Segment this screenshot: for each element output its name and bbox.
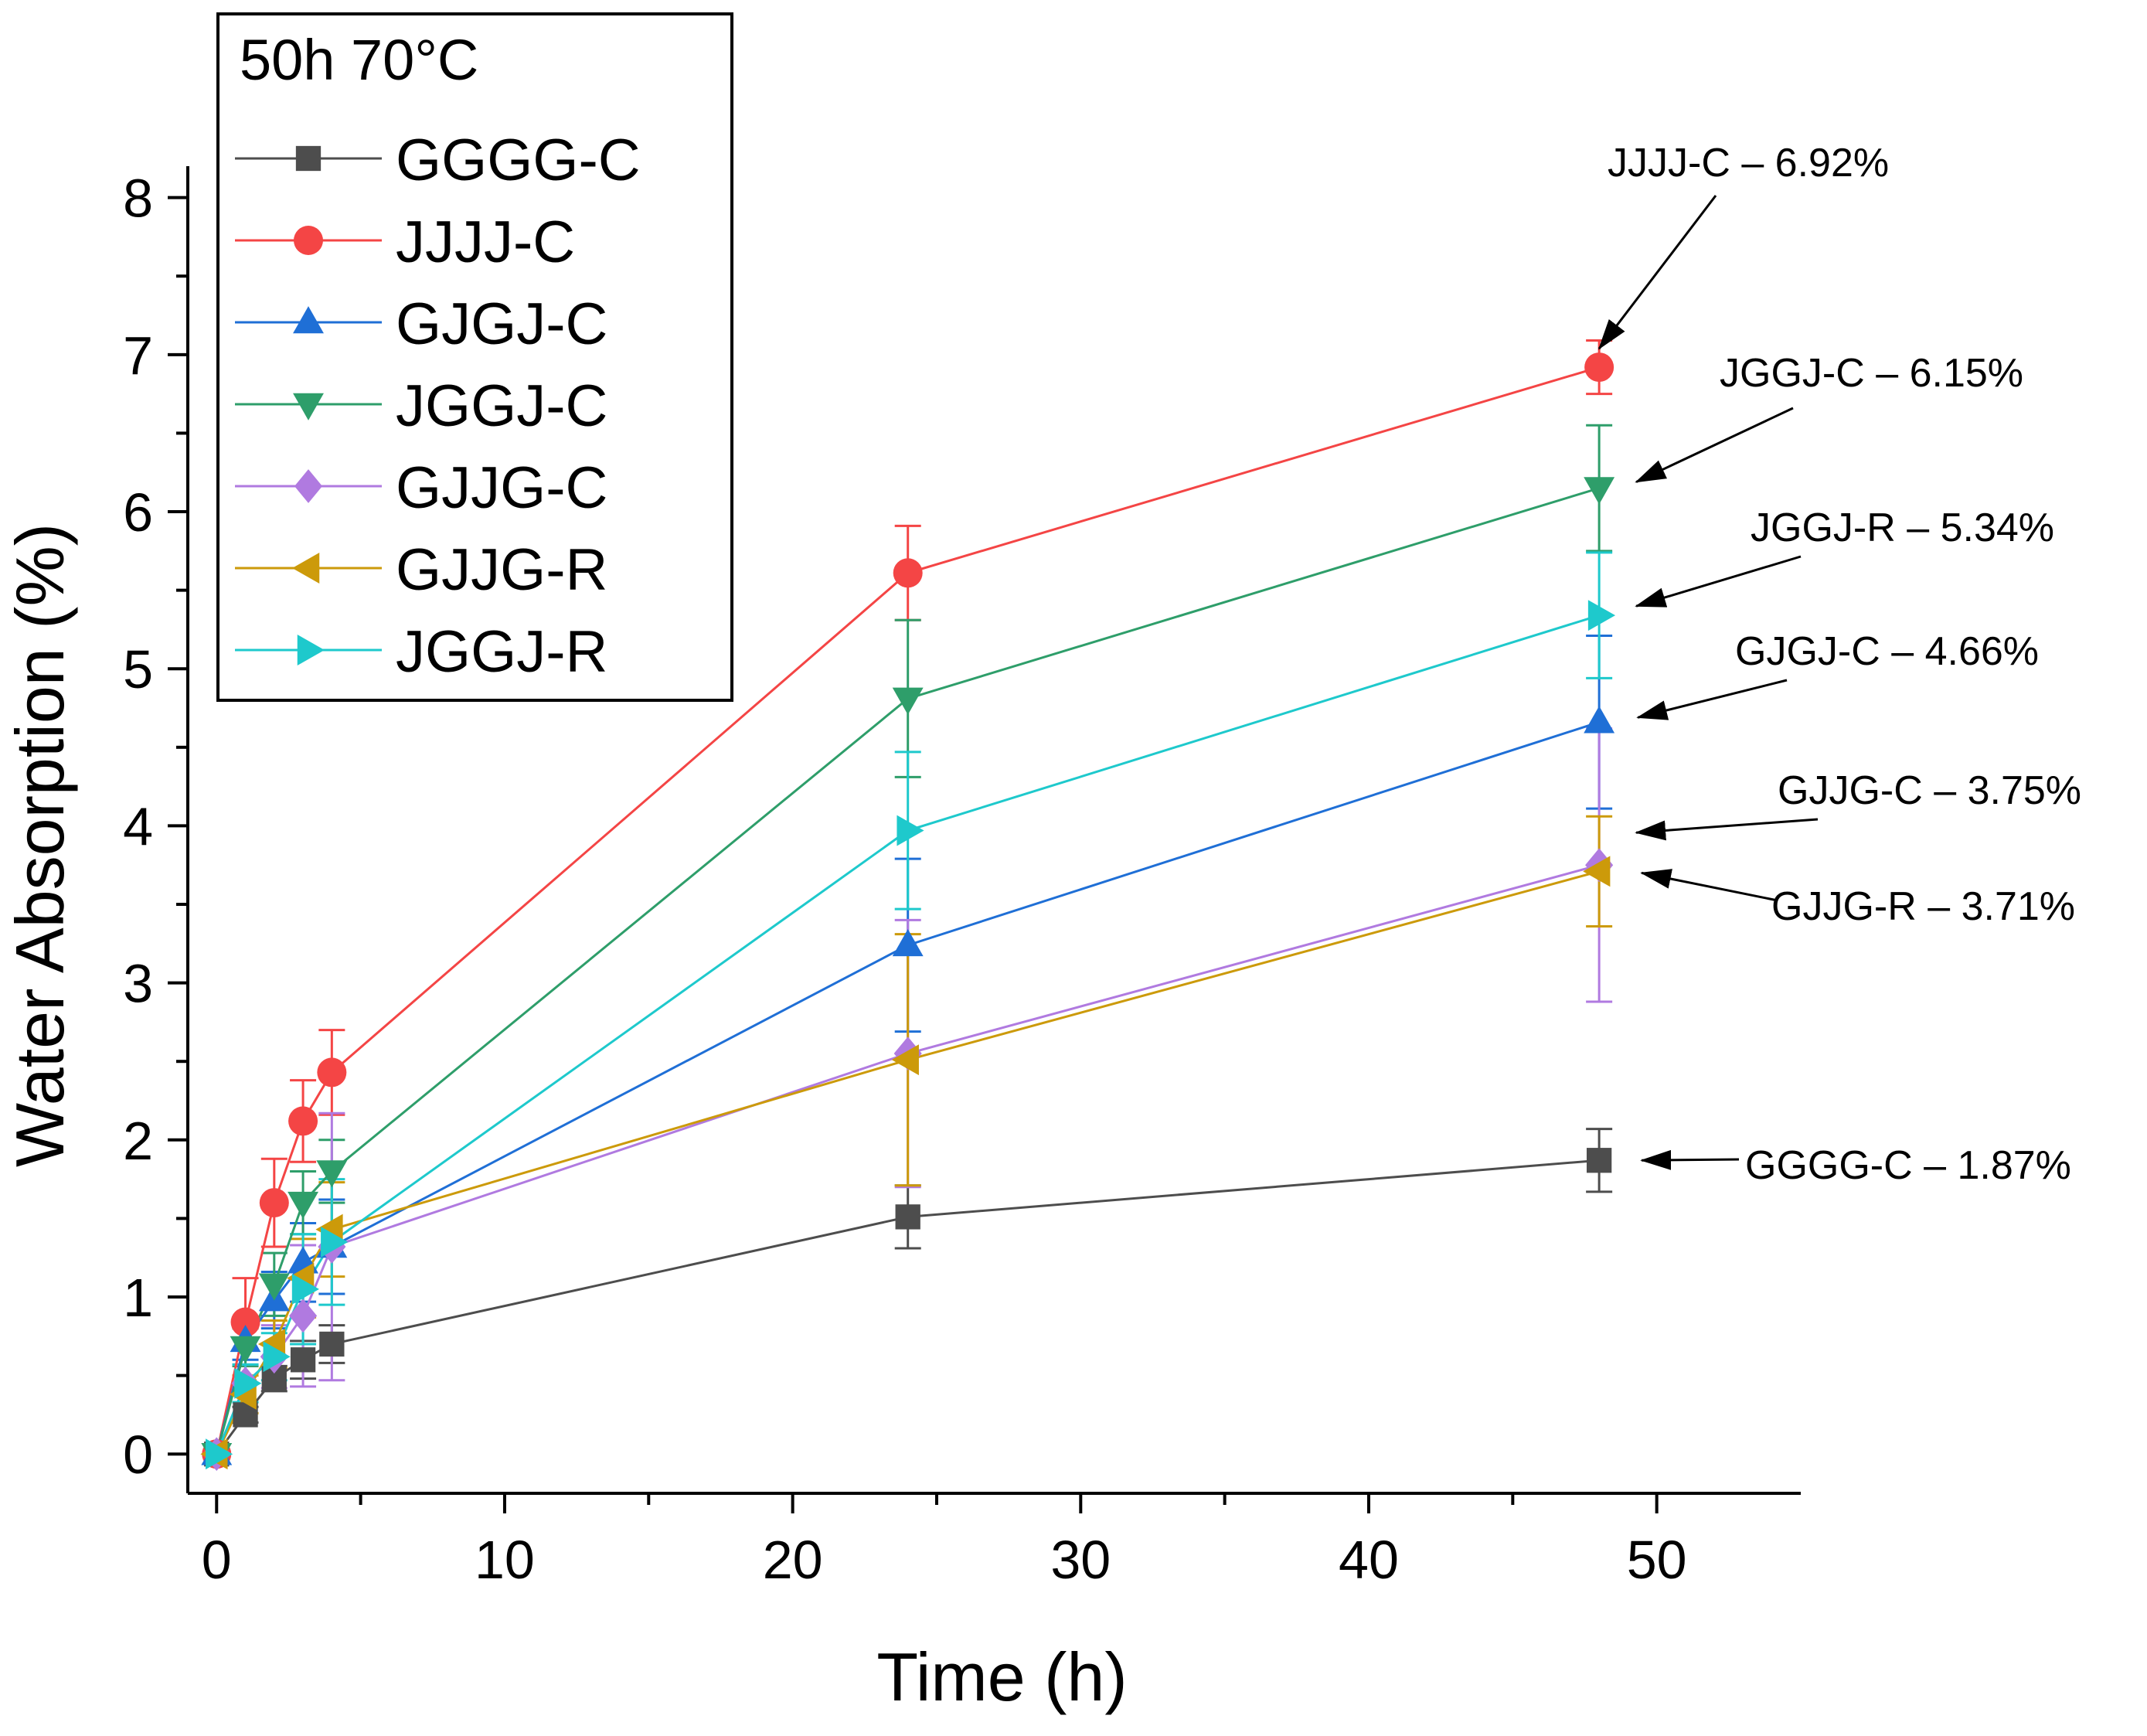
data-point-jggj-c [258,1273,290,1301]
data-point-gjgj-c [1584,706,1615,734]
legend-label: JJJJ-C [396,209,575,275]
annotation-jggj-r: JGGJ-R – 5.34% [1635,505,2054,608]
data-point-jggj-r [234,1367,262,1399]
annotation-jggj-c: JGGJ-C – 6.15% [1635,351,2023,483]
data-point-jjjj-c [317,1057,347,1088]
legend-label: GJJG-C [396,455,607,521]
legend-label: JGGJ-R [396,619,607,685]
annotation-label: JGGJ-C – 6.15% [1720,351,2023,396]
data-point-jggj-r [263,1341,291,1373]
data-point-gjjg-r [891,1044,919,1076]
legend-item-gggg-c: GGGG-C [235,128,641,193]
data-point-jggj-c [288,1191,319,1219]
y-tick-label: 3 [123,954,153,1014]
x-axis-title: Time (h) [876,1639,1127,1715]
annotation-arrow [1635,818,1819,841]
legend-marker [294,469,323,503]
data-point-jggj-c [316,1160,348,1188]
y-tick-label: 4 [123,796,153,856]
data-point-gggg-c [290,1347,316,1373]
legend-item-jggj-r: JGGJ-R [235,619,607,685]
legend-title: 50h 70°C [240,28,478,92]
annotation-label: GJGJ-C – 4.66% [1735,629,2039,674]
data-point-jggj-r [897,815,924,846]
y-tick-label: 2 [123,1111,153,1171]
annotation-jjjj-c: JJJJ-C – 6.92% [1597,141,1889,350]
data-point-jjjj-c [259,1188,289,1218]
legend-marker [295,145,322,172]
data-point-jggj-r [321,1226,349,1258]
annotation-label: JGGJ-R – 5.34% [1751,505,2054,550]
data-point-jggj-r [291,1273,319,1305]
x-tick-label: 30 [1050,1530,1111,1590]
x-tick-label: 50 [1627,1530,1687,1590]
annotation-arrow [1597,195,1717,350]
data-point-gggg-c [1586,1148,1612,1173]
annotation-label: GGGG-C – 1.87% [1745,1143,2071,1188]
annotation-label: JJJJ-C – 6.92% [1608,141,1889,186]
data-point-gjjg-r [1583,856,1611,887]
axes: 0 10 20 30 40 50 0 1 2 3 4 5 6 7 8 Time (h) Water Absorp… [2,166,1801,1715]
annotation-label: GJJG-C – 3.75% [1778,768,2081,813]
data-point-gggg-c [895,1204,920,1230]
legend-marker [293,393,324,420]
annotation-layer: JJJJ-C – 6.92% JGGJ-C – 6.15% JGGJ-R – 5.3… [1597,141,2081,1188]
legend: 50h 70°C GGGG-C JJJJ-C GJGJ-C JGGJ-C GJJG-C GJ… [216,12,733,702]
y-axis-title: Water Absorption (%) [2,523,78,1167]
annotation-arrow [1635,555,1802,608]
annotation-gjgj-c: GJGJ-C – 4.66% [1636,629,2039,720]
data-point-jggj-c [892,687,924,715]
x-tick-label: 10 [475,1530,535,1590]
legend-item-gjjg-r: GJJG-R [235,537,607,603]
legend-box [216,12,733,702]
data-point-jggj-c [230,1336,261,1363]
annotation-gjjg-r: GJJG-R – 3.71% [1640,869,2075,929]
legend-marker [292,553,320,584]
annotation-arrow [1635,407,1794,483]
data-point-gggg-c [319,1331,345,1357]
data-point-jjjj-c [288,1106,318,1136]
data-point-gjjg-c [289,1299,318,1333]
data-point-gjgj-c [892,928,924,957]
annotation-label: GJJG-R – 3.71% [1771,884,2075,929]
y-tick-label: 5 [123,639,153,700]
data-point-jggj-c [1584,477,1615,505]
y-tick-label: 8 [123,168,153,229]
y-tick-label: 0 [123,1425,153,1485]
legend-item-gjjg-c: GJJG-C [235,455,607,521]
legend-label: GGGG-C [396,128,641,193]
legend-marker [294,226,323,255]
legend-label: GJGJ-C [396,291,607,357]
y-tick-label: 1 [123,1268,153,1328]
legend-marker [297,635,325,665]
y-tick-label: 7 [123,325,153,386]
x-tick-label: 20 [763,1530,823,1590]
legend-label: JGGJ-C [396,373,607,439]
annotation-gjjg-c: GJJG-C – 3.75% [1635,768,2081,841]
data-point-jjjj-c [893,558,923,588]
data-point-jjjj-c [230,1307,260,1337]
x-tick-label: 0 [202,1530,232,1590]
legend-item-gjgj-c: GJGJ-C [235,291,607,357]
annotation-gggg-c: GGGG-C – 1.87% [1640,1143,2071,1188]
marker-layer [200,352,1616,1472]
data-point-jggj-r [206,1438,233,1470]
legend-item-jggj-c: JGGJ-C [235,373,607,439]
annotation-arrow [1640,1149,1740,1170]
annotation-arrow [1636,679,1788,720]
data-point-jggj-r [1587,600,1616,631]
y-tick-label: 6 [123,482,153,543]
legend-label: GJJG-R [396,537,607,603]
legend-item-jjjj-c: JJJJ-C [235,209,575,275]
annotation-arrow [1640,869,1778,902]
x-tick-label: 40 [1339,1530,1399,1590]
legend-marker [293,306,324,334]
data-point-jjjj-c [1584,352,1615,383]
